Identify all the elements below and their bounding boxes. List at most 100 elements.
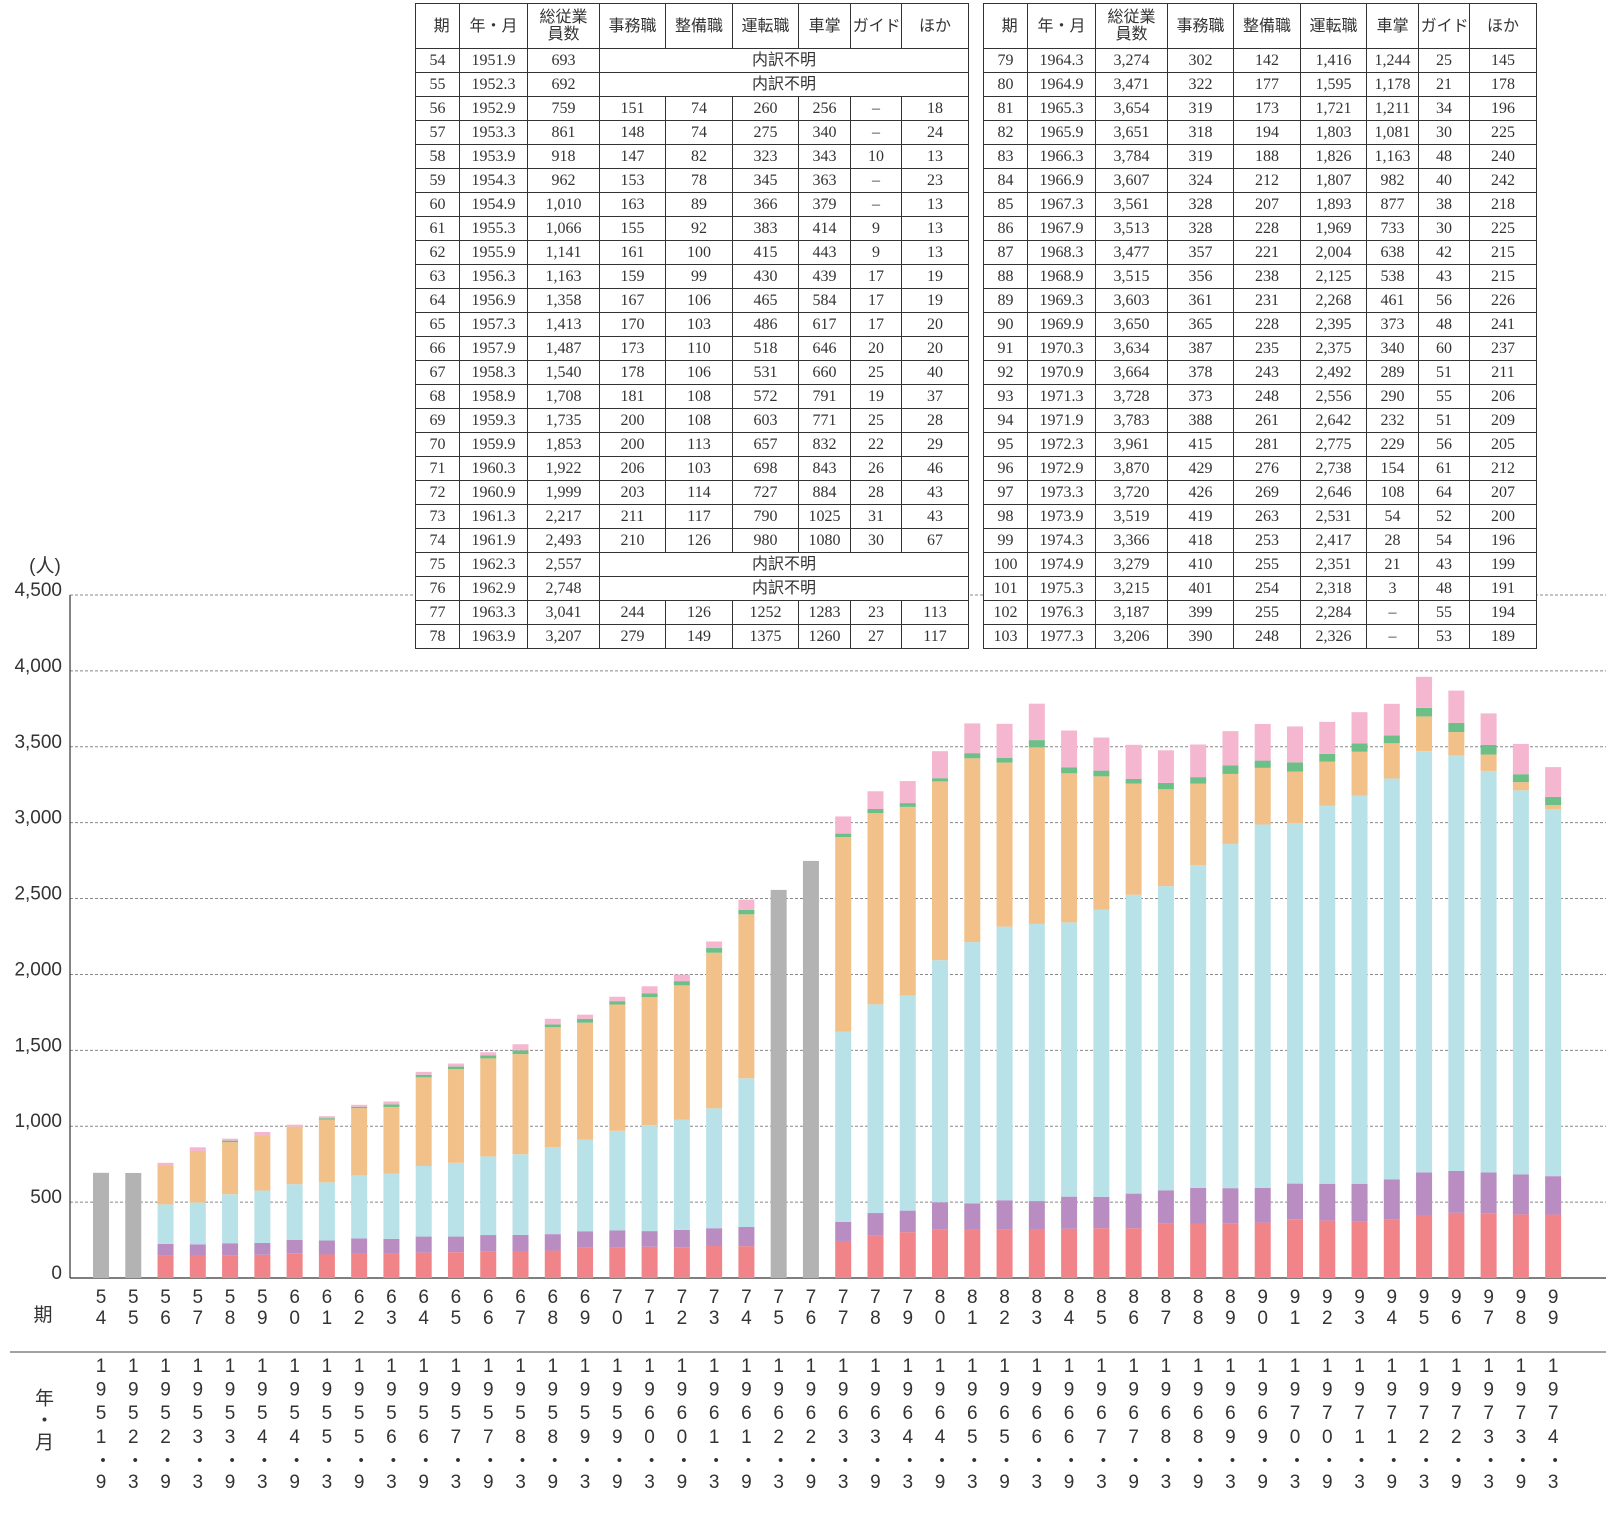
table-cell: 832	[798, 432, 851, 457]
bar-segment	[1028, 703, 1045, 741]
table-cell: 2,646	[1300, 480, 1367, 505]
table-cell: 43	[1418, 264, 1470, 289]
table-cell: 1974.9	[1027, 552, 1096, 577]
bar-segment	[577, 1139, 594, 1232]
bar-segment	[1190, 777, 1207, 784]
table-cell: 2,318	[1300, 576, 1367, 601]
bar-segment	[1222, 843, 1239, 1189]
table-cell: 77	[415, 600, 460, 625]
table-cell: 58	[415, 144, 460, 169]
bar-segment	[899, 995, 916, 1211]
x-tick-label: 75	[768, 1287, 790, 1329]
table-row: 65 1957.3 1,413 170 103 486 617 17 20	[415, 312, 969, 337]
x2-tick-label: 1964・9	[929, 1356, 951, 1496]
table-cell: 256	[798, 96, 851, 121]
header-cell: 総従業員数	[1095, 3, 1168, 49]
table-cell: 269	[1233, 480, 1301, 505]
x-tick-label: 98	[1510, 1287, 1532, 1329]
bar-segment	[1448, 722, 1465, 733]
table-cell: 1,081	[1366, 120, 1419, 145]
header-cell: 年・月	[1027, 3, 1096, 49]
bar-segment	[415, 1074, 432, 1078]
bar-segment	[899, 803, 916, 807]
header-cell: 整備職	[1233, 3, 1301, 49]
table-row: 83 1966.3 3,784 319 188 1,826 1,163 48 240	[983, 144, 1537, 169]
bar-segment	[1093, 776, 1110, 910]
bar-segment	[512, 1154, 529, 1235]
table-cell: 3,961	[1095, 432, 1168, 457]
bar-segment	[286, 1124, 303, 1127]
header-text: 車掌	[1376, 17, 1409, 35]
bar-segment	[1125, 894, 1142, 1194]
table-cell: 1,595	[1300, 72, 1367, 97]
x2-tick-label: 1971・3	[1349, 1356, 1371, 1496]
table-row: 100 1974.9 3,279 410 255 2,351 21 43 199	[983, 552, 1537, 577]
table-cell: 323	[732, 144, 799, 169]
bar-segment	[1416, 676, 1433, 708]
bar-segment	[1061, 1196, 1078, 1229]
table-cell: 1962.3	[459, 552, 528, 577]
table-cell: 212	[1233, 168, 1301, 193]
table-cell: 82	[665, 144, 733, 169]
table-cell: 84	[983, 168, 1028, 193]
table-row: 59 1954.3 962 153 78 345 363–23	[415, 168, 969, 193]
bar-segment	[1416, 751, 1433, 1173]
bar-segment	[1222, 765, 1239, 774]
table-row: 57 1953.3 861 148 74 275 340–24	[415, 120, 969, 145]
table-cell: 78	[415, 624, 460, 649]
bar-segment	[286, 1126, 303, 1185]
x-tick-label: 62	[348, 1287, 370, 1329]
header-row: 期 年・月 総従業員数 事務職 整備職 運転職 車掌 ガイド ほか	[415, 3, 969, 49]
table-cell: 60	[415, 192, 460, 217]
table-cell: 279	[599, 624, 666, 649]
table-cell: 261	[1233, 408, 1301, 433]
bar-segment	[932, 778, 949, 782]
bar-segment	[1383, 735, 1400, 744]
table-row: 71 1960.3 1,922 206 103 698 843 26 46	[415, 456, 969, 481]
table-cell: 1972.9	[1027, 456, 1096, 481]
table-cell: 3,561	[1095, 192, 1168, 217]
bar-segment	[1125, 1228, 1142, 1278]
bar-segment	[1512, 774, 1529, 783]
header-text: 期	[433, 17, 450, 35]
bar-segment	[673, 974, 690, 982]
table-cell: 21	[1366, 552, 1419, 577]
bar-segment	[1319, 805, 1336, 1184]
x-tick-label: 74	[735, 1287, 757, 1329]
x2-tick-label: 1972・9	[1445, 1356, 1467, 1496]
table-cell: 159	[599, 264, 666, 289]
header-text: ほか	[918, 17, 951, 35]
table-cell: 1952.3	[459, 72, 528, 97]
table-cell: 20	[850, 336, 902, 361]
table-cell: 56	[1418, 432, 1470, 457]
table-cell: 3,274	[1095, 48, 1168, 73]
bar-segment	[706, 1228, 723, 1246]
bar-segment	[835, 1221, 852, 1241]
table-cell: 42	[1418, 240, 1470, 265]
table-cell: 244	[599, 600, 666, 625]
table-cell: 980	[732, 528, 799, 553]
table-row: 54 1951.9 693 内訳不明	[415, 48, 969, 73]
table-cell: 64	[1418, 480, 1470, 505]
bar-segment	[125, 1172, 142, 1278]
bar-segment	[447, 1066, 464, 1070]
bar-segment	[480, 1251, 497, 1278]
table-cell: 154	[1366, 456, 1419, 481]
table-cell: 163	[599, 192, 666, 217]
table-cell: 3,187	[1095, 600, 1168, 625]
table-cell: 399	[1167, 600, 1234, 625]
bar-segment	[1254, 724, 1271, 761]
bar-segment	[318, 1118, 335, 1120]
table-cell: 318	[1167, 120, 1234, 145]
bar-segment	[351, 1106, 368, 1109]
table-row: 89 1969.3 3,603 361 231 2,268 461 56 226	[983, 288, 1537, 313]
bar-segment	[383, 1173, 400, 1239]
bar-segment	[286, 1253, 303, 1278]
bar-segment	[706, 948, 723, 953]
x2-tick-label: 1969・9	[1252, 1356, 1274, 1496]
bar-segment	[1351, 1221, 1368, 1278]
table-cell: 3,870	[1095, 456, 1168, 481]
bar-segment	[1157, 782, 1174, 790]
bar-segment	[738, 909, 755, 915]
bar-segment	[1448, 1170, 1465, 1213]
